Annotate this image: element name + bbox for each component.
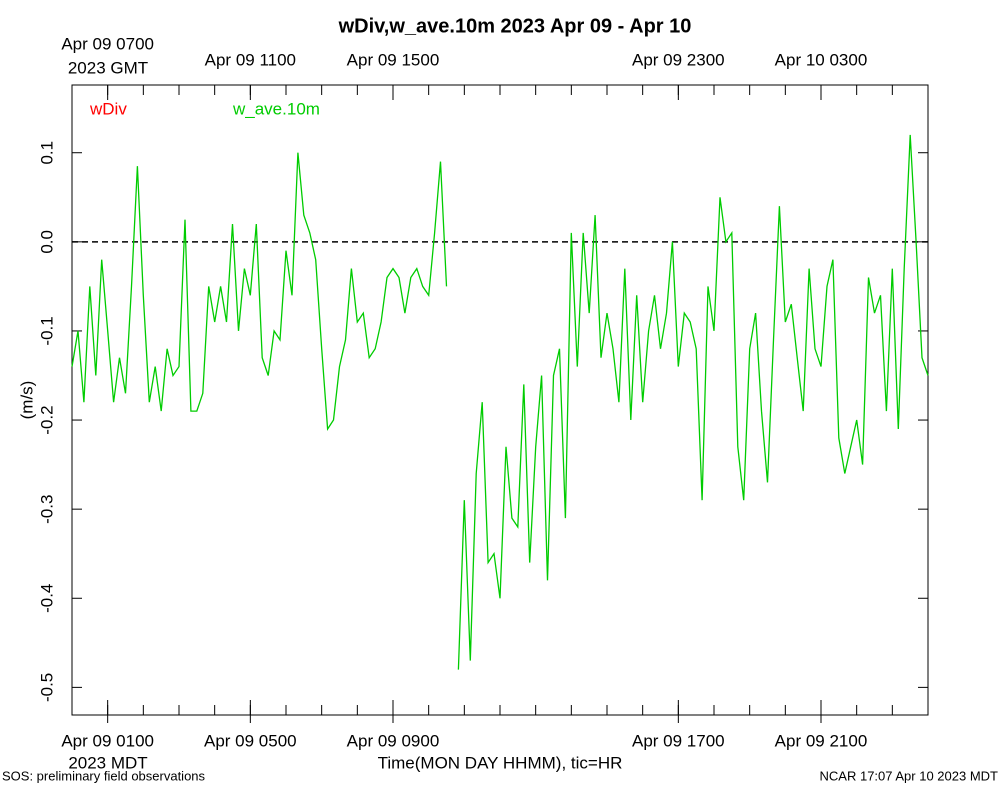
x2-tick-label: Apr 09 2300 (632, 50, 725, 69)
y-axis-label: (m/s) (17, 381, 36, 420)
x-tick-label: Apr 09 0500 (204, 731, 297, 750)
x-tick-label: Apr 09 2100 (775, 731, 868, 750)
series-line (71, 134, 929, 670)
y-tick-label: -0.4 (37, 584, 56, 613)
y-tick-label: -0.5 (37, 673, 56, 702)
y-tick-label: -0.1 (37, 316, 56, 345)
x-axis-note: 2023 MDT (68, 753, 147, 772)
x-tick-label: Apr 09 0900 (347, 731, 440, 750)
chart-title: wDiv,w_ave.10m 2023 Apr 09 - Apr 10 (338, 15, 692, 37)
x2-tick-label: Apr 09 1100 (205, 50, 296, 69)
footer-left: SOS: preliminary field observations (2, 768, 206, 783)
legend-label: wDiv (89, 99, 127, 118)
y-tick-label: 0.0 (37, 230, 56, 254)
footer-right: NCAR 17:07 Apr 10 2023 MDT (820, 768, 999, 783)
x2-axis-note: 2023 GMT (68, 58, 148, 77)
y-tick-label: -0.3 (37, 495, 56, 524)
x-axis-label: Time(MON DAY HHMM), tic=HR (378, 753, 623, 772)
y-tick-label: -0.2 (37, 405, 56, 434)
x2-tick-label: Apr 10 0300 (775, 50, 868, 69)
x-tick-label: Apr 09 1700 (632, 731, 725, 750)
y-tick-label: 0.1 (37, 141, 56, 165)
x2-tick-label: Apr 09 0700 (61, 34, 154, 53)
x2-tick-label: Apr 09 1500 (347, 50, 440, 69)
legend-label: w_ave.10m (232, 99, 320, 118)
x-tick-label: Apr 09 0100 (61, 731, 154, 750)
